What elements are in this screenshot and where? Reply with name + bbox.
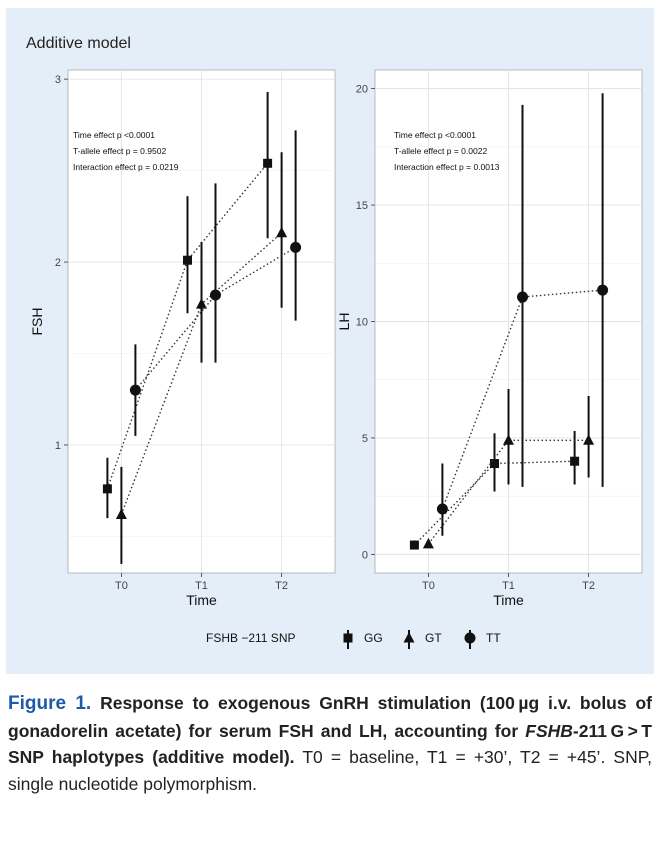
- lh-y-tick-label: 15: [356, 200, 368, 212]
- fsh-series-gt: [115, 152, 288, 564]
- lh-point-gt: [422, 537, 434, 549]
- lh-series-line-gt: [427, 439, 589, 545]
- fsh-x-tick-label: T2: [275, 580, 288, 592]
- lh-series-tt: [436, 93, 609, 536]
- lh-point-gg: [570, 456, 580, 466]
- fsh-x-axis-title: Time: [186, 592, 217, 608]
- lh-x-tick-label: T2: [582, 580, 595, 592]
- lh-point-tt: [597, 284, 609, 296]
- lh-y-tick-label: 0: [362, 549, 368, 561]
- lh-point-gg: [409, 540, 419, 550]
- fsh-y-tick-label: 2: [55, 257, 61, 269]
- fsh-point-gg: [102, 484, 112, 494]
- lh-plot: 0 5 10 15 20 T0 T1 T2 Time LH Time effect p <0.000…: [336, 69, 643, 608]
- fsh-plot: 1 2 3 T0 T1 T2 Time FSH Time effect p <0.0001 T-a…: [29, 69, 336, 608]
- fsh-point-tt: [290, 241, 302, 253]
- lh-annotation: T-allele effect p = 0.0022: [394, 146, 487, 156]
- legend-item-gg: GG: [343, 630, 383, 649]
- fsh-y-tick-label: 3: [55, 74, 61, 86]
- legend-label: GG: [364, 631, 383, 645]
- legend-triangle-marker: [403, 632, 415, 643]
- lh-point-gt: [503, 434, 514, 445]
- fsh-x-tick-label: T1: [195, 580, 208, 592]
- chart-figure: Additive model 1 2 3 T0 T1 T2 Time FSH Time effe…: [26, 35, 643, 649]
- panel-title: Additive model: [26, 35, 131, 52]
- fsh-y-tick-label: 1: [55, 440, 61, 452]
- lh-series-line-tt: [441, 289, 603, 510]
- fsh-point-tt: [210, 289, 221, 301]
- caption-title-part2: -211 G > T SNP haplotypes (additive mode…: [8, 720, 652, 768]
- fsh-point-gg: [263, 158, 273, 168]
- fsh-annotation: T-allele effect p = 0.9502: [73, 146, 166, 156]
- lh-x-axis-title: Time: [493, 592, 524, 608]
- legend: FSHB −211 SNP GG GT TT: [206, 630, 501, 649]
- caption-text: T0 = baseline, T1 = +30’, T2 = +45’. SNP…: [8, 747, 652, 794]
- fsh-x-tick-label: T0: [115, 580, 128, 592]
- lh-annotation: Interaction effect p = 0.0013: [394, 162, 500, 172]
- fsh-point-gt: [276, 226, 288, 238]
- lh-point-tt: [436, 503, 448, 515]
- legend-square-marker: [343, 633, 353, 643]
- lh-x-tick-label: T0: [422, 580, 435, 592]
- fsh-point-gg: [183, 255, 192, 265]
- fsh-series-gg: [102, 91, 273, 519]
- lh-y-tick-label: 5: [362, 433, 368, 445]
- fsh-annotation: Time effect p <0.0001: [73, 130, 155, 140]
- lh-point-tt: [517, 291, 528, 303]
- lh-x-tick-label: T1: [502, 580, 515, 592]
- fsh-y-axis-title: FSH: [29, 308, 45, 336]
- fsh-series-tt: [129, 130, 302, 436]
- lh-series-gt: [422, 389, 595, 549]
- fsh-point-tt: [129, 384, 141, 396]
- legend-item-tt: TT: [464, 630, 501, 649]
- legend-label: TT: [486, 631, 501, 645]
- figure-caption: Figure 1. Response to exogenous GnRH sti…: [8, 690, 652, 797]
- caption-title-part1: Response to exogenous GnRH stimulation (…: [8, 693, 652, 741]
- fsh-point-gt: [196, 298, 207, 309]
- lh-y-tick-label: 10: [356, 317, 368, 329]
- caption-gene: FSHB: [525, 720, 573, 741]
- legend-circle-marker: [464, 632, 476, 644]
- lh-y-axis-title: LH: [336, 313, 352, 331]
- lh-y-tick-label: 20: [356, 84, 368, 96]
- lh-point-gt: [583, 434, 595, 445]
- caption-title: Response to exogenous GnRH stimulation (…: [8, 693, 652, 767]
- fsh-annotation: Interaction effect p = 0.0219: [73, 162, 179, 172]
- fsh-point-gt: [115, 508, 127, 519]
- legend-label: GT: [425, 631, 442, 645]
- legend-item-gt: GT: [403, 630, 442, 649]
- lh-point-gg: [490, 459, 499, 469]
- fsh-series-line-gg: [106, 162, 269, 490]
- figure-panel: Additive model 1 2 3 T0 T1 T2 Time FSH Time effe…: [6, 8, 654, 674]
- caption-label: Figure 1.: [8, 693, 92, 714]
- lh-annotation: Time effect p <0.0001: [394, 130, 476, 140]
- legend-title: FSHB −211 SNP: [206, 631, 295, 645]
